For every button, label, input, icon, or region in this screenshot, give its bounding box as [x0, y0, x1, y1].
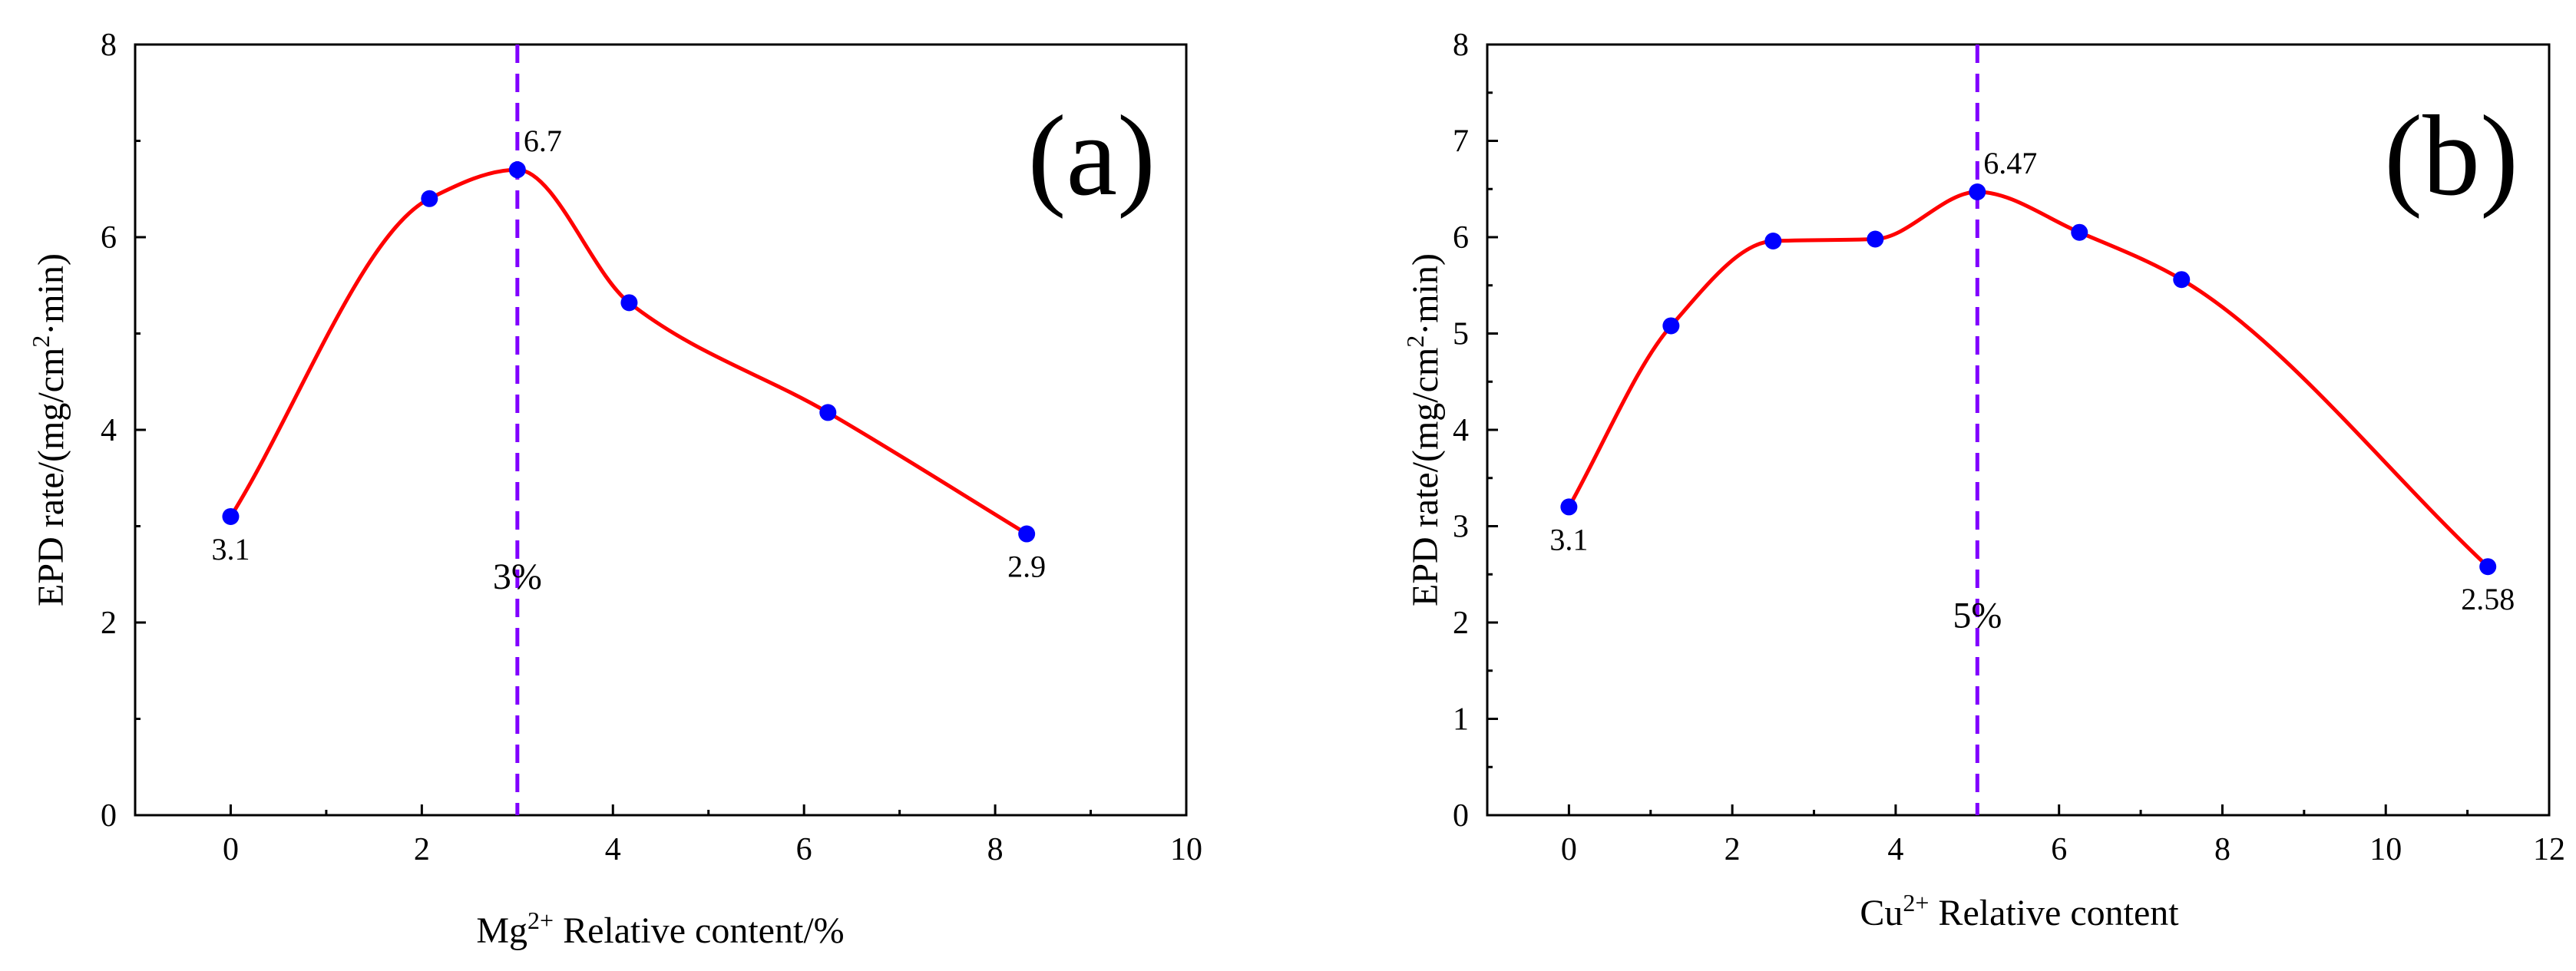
series-line [1567, 190, 2489, 569]
x-tick-label: 10 [2369, 832, 2402, 867]
data-point [2479, 558, 2497, 576]
x-axis-title: Cu2+ Relative content [1860, 889, 2179, 933]
data-label: 6.7 [524, 124, 562, 158]
y-tick-label: 1 [1453, 702, 1469, 738]
y-axis-title: EPD rate/(mg/cm2·min) [1401, 253, 1446, 606]
y-axis-title: EPD rate/(mg/cm2·min) [27, 253, 71, 606]
x-tick-label: 10 [1170, 832, 1202, 867]
data-point [1560, 498, 1578, 516]
reference-line-label: 5% [1953, 595, 2002, 636]
x-tick-label: 2 [414, 832, 430, 867]
x-tick-label: 8 [2214, 832, 2230, 867]
y-tick-label: 2 [1453, 606, 1469, 641]
x-tick-label: 6 [796, 832, 812, 867]
x-tick-label: 12 [2533, 832, 2565, 867]
data-point [1018, 525, 1036, 543]
y-tick-label: 6 [101, 220, 117, 256]
panel-label: (a) [1028, 92, 1156, 220]
data-label: 3.1 [1549, 522, 1588, 557]
data-point [1867, 230, 1884, 248]
y-tick-label: 3 [1453, 510, 1469, 545]
chart-panel-a: 0 2 4 6 8 10 0 2 4 6 8 Mg2+ Relative content/% EPD r… [27, 28, 1202, 951]
y-tick-label: 2 [101, 606, 117, 641]
x-tick-label: 4 [1887, 832, 1903, 867]
y-tick-label: 8 [101, 28, 117, 63]
data-label: 2.58 [2461, 582, 2515, 616]
data-point [1662, 317, 1680, 335]
y-tick-label: 7 [1453, 124, 1469, 160]
x-tick-label: 0 [1561, 832, 1577, 867]
x-tick-label: 8 [987, 832, 1004, 867]
x-axis-title: Mg2+ Relative content/% [476, 907, 844, 951]
y-tick-label: 6 [1453, 220, 1469, 256]
y-tick-label: 5 [1453, 317, 1469, 352]
y-tick-label: 4 [1453, 413, 1469, 448]
data-label: 2.9 [1007, 550, 1046, 584]
y-tick-label: 0 [101, 798, 117, 834]
data-point [421, 190, 438, 207]
data-point [2071, 223, 2088, 241]
data-point [819, 404, 837, 421]
data-point [222, 507, 240, 525]
data-point [1969, 183, 1986, 201]
panel-label: (b) [2384, 92, 2518, 220]
x-tick-label: 6 [2051, 832, 2067, 867]
x-tick-label: 2 [1724, 832, 1741, 867]
series-line [229, 167, 1028, 536]
y-tick-label: 0 [1453, 798, 1469, 834]
data-point [620, 294, 638, 312]
data-point [2173, 271, 2191, 289]
data-point [1764, 233, 1782, 250]
x-tick-label: 4 [605, 832, 621, 867]
data-point [508, 161, 526, 179]
data-label: 6.47 [1983, 146, 2037, 180]
reference-line-label: 3% [493, 557, 542, 597]
data-label: 3.1 [211, 532, 250, 566]
x-tick-label: 0 [223, 832, 239, 867]
y-tick-label: 8 [1453, 28, 1469, 63]
y-tick-label: 4 [101, 413, 117, 448]
